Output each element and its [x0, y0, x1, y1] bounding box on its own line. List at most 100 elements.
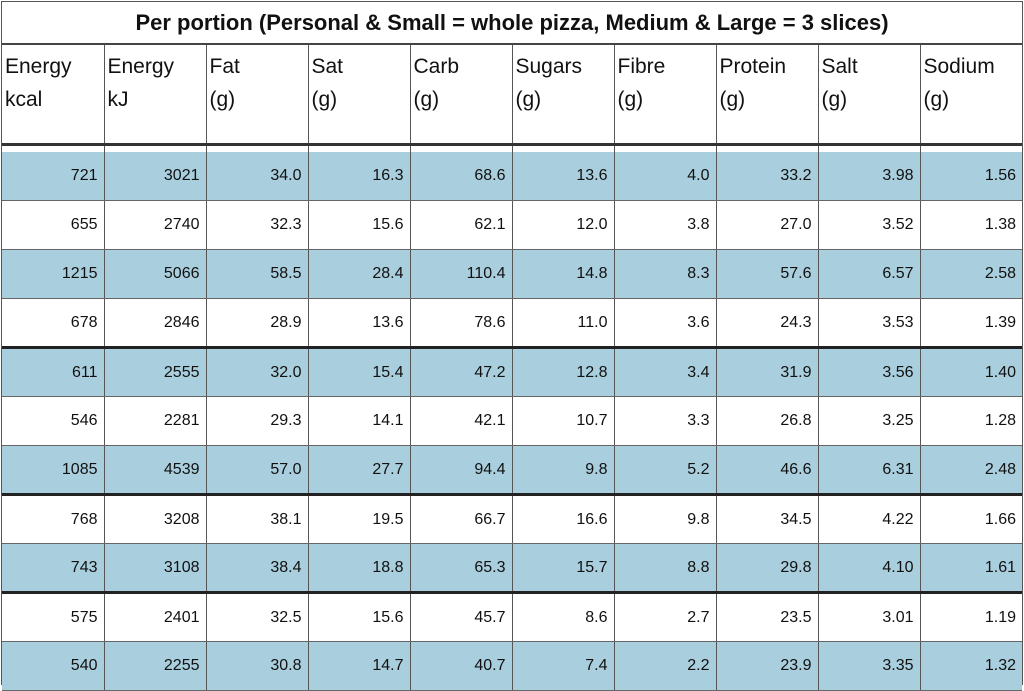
- cell-sugars: 12.0: [512, 200, 615, 250]
- cell-sat: 14.1: [308, 396, 411, 446]
- table-row: 768 3208 38.1 19.5 66.7 16.6 9.8 34.5 4.22 1.66: [2, 493, 1022, 544]
- cell-fibre: 9.8: [614, 493, 717, 544]
- header-carb: Carb (g): [410, 45, 513, 146]
- cell-energy-kj: 2555: [104, 346, 207, 397]
- table-body: 721 3021 34.0 16.3 68.6 13.6 4.0 33.2 3.98 1.56 65…: [2, 151, 1022, 691]
- cell-sodium: 1.61: [920, 543, 1022, 593]
- cell-sat: 16.3: [308, 151, 411, 201]
- header-spacer: [2, 144, 1022, 152]
- cell-energy-kj: 2281: [104, 396, 207, 446]
- cell-sodium: 1.32: [920, 641, 1022, 691]
- cell-fat: 29.3: [206, 396, 309, 446]
- header-fibre: Fibre (g): [614, 45, 717, 146]
- cell-sat: 27.7: [308, 445, 411, 495]
- cell-energy-kj: 2846: [104, 298, 207, 348]
- cell-carb: 42.1: [410, 396, 513, 446]
- table-row: 540 2255 30.8 14.7 40.7 7.4 2.2 23.9 3.35 1.32: [2, 641, 1022, 691]
- cell-carb: 62.1: [410, 200, 513, 250]
- cell-sugars: 9.8: [512, 445, 615, 495]
- table-row: 743 3108 38.4 18.8 65.3 15.7 8.8 29.8 4.10 1.61: [2, 543, 1022, 593]
- cell-fat: 28.9: [206, 298, 309, 348]
- cell-sodium: 2.58: [920, 249, 1022, 299]
- cell-fat: 34.0: [206, 151, 309, 201]
- cell-carb: 66.7: [410, 493, 513, 544]
- cell-fibre: 3.4: [614, 346, 717, 397]
- cell-fibre: 2.2: [614, 641, 717, 691]
- cell-protein: 27.0: [716, 200, 819, 250]
- cell-salt: 3.53: [818, 298, 921, 348]
- cell-sugars: 15.7: [512, 543, 615, 593]
- cell-energy-kcal: 575: [2, 591, 105, 642]
- cell-salt: 3.52: [818, 200, 921, 250]
- cell-carb: 110.4: [410, 249, 513, 299]
- cell-fibre: 5.2: [614, 445, 717, 495]
- cell-fat: 57.0: [206, 445, 309, 495]
- table-row: 1215 5066 58.5 28.4 110.4 14.8 8.3 57.6 6.57 2.58: [2, 249, 1022, 299]
- cell-sugars: 10.7: [512, 396, 615, 446]
- cell-fat: 38.4: [206, 543, 309, 593]
- cell-salt: 3.35: [818, 641, 921, 691]
- cell-sodium: 1.66: [920, 493, 1022, 544]
- header-energy-kj: Energy kJ: [104, 45, 207, 146]
- cell-fat: 32.3: [206, 200, 309, 250]
- cell-fibre: 3.8: [614, 200, 717, 250]
- cell-energy-kj: 2255: [104, 641, 207, 691]
- cell-energy-kcal: 611: [2, 346, 105, 397]
- cell-energy-kcal: 721: [2, 151, 105, 201]
- cell-sat: 15.4: [308, 346, 411, 397]
- cell-sat: 19.5: [308, 493, 411, 544]
- cell-energy-kj: 3208: [104, 493, 207, 544]
- cell-salt: 3.25: [818, 396, 921, 446]
- table-row: 1085 4539 57.0 27.7 94.4 9.8 5.2 46.6 6.31 2.48: [2, 445, 1022, 495]
- cell-sugars: 13.6: [512, 151, 615, 201]
- header-protein: Protein (g): [716, 45, 819, 146]
- cell-salt: 4.10: [818, 543, 921, 593]
- cell-sodium: 1.38: [920, 200, 1022, 250]
- cell-sat: 18.8: [308, 543, 411, 593]
- cell-fat: 32.0: [206, 346, 309, 397]
- cell-sugars: 12.8: [512, 346, 615, 397]
- cell-protein: 23.9: [716, 641, 819, 691]
- table-row: 721 3021 34.0 16.3 68.6 13.6 4.0 33.2 3.98 1.56: [2, 151, 1022, 201]
- cell-carb: 78.6: [410, 298, 513, 348]
- cell-sugars: 7.4: [512, 641, 615, 691]
- header-sugars: Sugars (g): [512, 45, 615, 146]
- cell-sat: 13.6: [308, 298, 411, 348]
- cell-salt: 3.01: [818, 591, 921, 642]
- cell-carb: 40.7: [410, 641, 513, 691]
- cell-protein: 31.9: [716, 346, 819, 397]
- cell-energy-kcal: 1085: [2, 445, 105, 495]
- cell-protein: 34.5: [716, 493, 819, 544]
- cell-energy-kj: 3108: [104, 543, 207, 593]
- cell-protein: 24.3: [716, 298, 819, 348]
- cell-fat: 38.1: [206, 493, 309, 544]
- cell-carb: 68.6: [410, 151, 513, 201]
- cell-sugars: 8.6: [512, 591, 615, 642]
- cell-energy-kj: 3021: [104, 151, 207, 201]
- cell-sugars: 14.8: [512, 249, 615, 299]
- cell-sugars: 16.6: [512, 493, 615, 544]
- table-row: 678 2846 28.9 13.6 78.6 11.0 3.6 24.3 3.53 1.39: [2, 298, 1022, 348]
- cell-fat: 58.5: [206, 249, 309, 299]
- cell-sodium: 1.56: [920, 151, 1022, 201]
- cell-sat: 15.6: [308, 200, 411, 250]
- cell-sodium: 1.39: [920, 298, 1022, 348]
- cell-fibre: 8.3: [614, 249, 717, 299]
- cell-energy-kcal: 768: [2, 493, 105, 544]
- cell-protein: 26.8: [716, 396, 819, 446]
- table-row: 611 2555 32.0 15.4 47.2 12.8 3.4 31.9 3.56 1.40: [2, 346, 1022, 397]
- cell-sat: 28.4: [308, 249, 411, 299]
- header-sodium: Sodium (g): [920, 45, 1022, 146]
- cell-salt: 4.22: [818, 493, 921, 544]
- cell-protein: 46.6: [716, 445, 819, 495]
- cell-salt: 3.56: [818, 346, 921, 397]
- table-row: 575 2401 32.5 15.6 45.7 8.6 2.7 23.5 3.01 1.19: [2, 591, 1022, 642]
- table-row: 546 2281 29.3 14.1 42.1 10.7 3.3 26.8 3.25 1.28: [2, 396, 1022, 446]
- header-sat: Sat (g): [308, 45, 411, 146]
- cell-energy-kcal: 743: [2, 543, 105, 593]
- cell-fat: 32.5: [206, 591, 309, 642]
- table-row: 655 2740 32.3 15.6 62.1 12.0 3.8 27.0 3.52 1.38: [2, 200, 1022, 250]
- cell-fibre: 8.8: [614, 543, 717, 593]
- cell-sat: 14.7: [308, 641, 411, 691]
